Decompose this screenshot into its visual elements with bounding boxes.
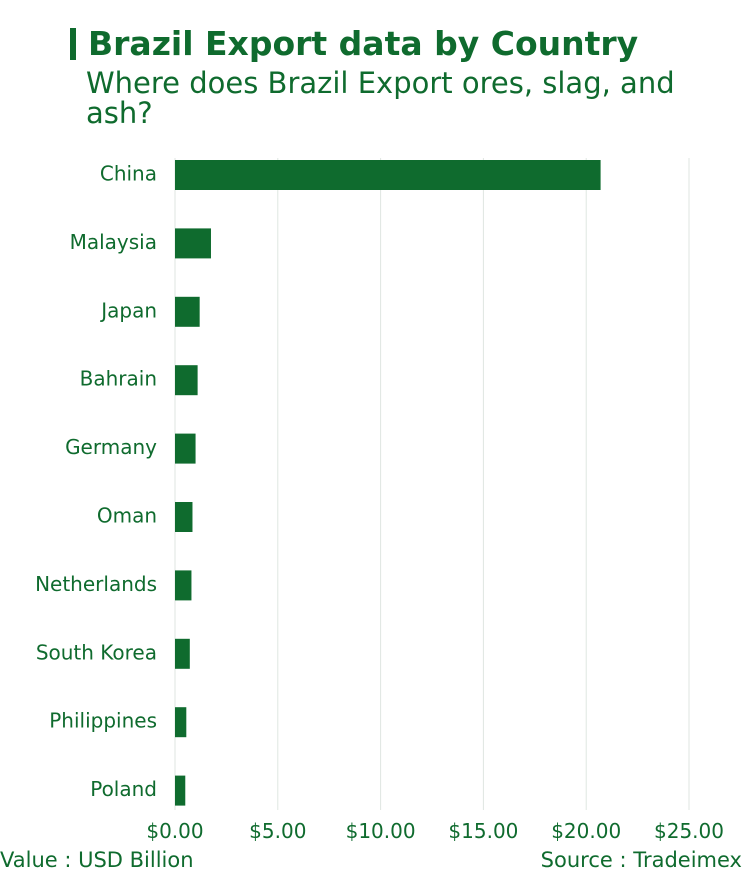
category-label: Bahrain [80, 367, 157, 391]
category-label: Poland [90, 777, 157, 801]
source-note: Source : Tradeimex [540, 848, 742, 872]
x-tick-label: $25.00 [654, 819, 724, 843]
category-label: South Korea [36, 640, 157, 664]
category-label: Germany [65, 435, 157, 459]
x-tick-label: $15.00 [448, 819, 518, 843]
bar [175, 160, 601, 190]
value-note: Value : USD Billion [0, 848, 194, 872]
chart-header: Brazil Export data by Country Where does… [70, 24, 740, 128]
bar [175, 775, 186, 806]
bar [175, 638, 190, 669]
category-label: Japan [99, 298, 157, 322]
bar [175, 502, 193, 532]
chart-title: Brazil Export data by Country [70, 24, 740, 64]
category-label: Philippines [49, 709, 157, 733]
category-label: China [100, 162, 157, 186]
bar [175, 433, 196, 464]
x-tick-label: $20.00 [551, 819, 621, 843]
category-label: Oman [97, 504, 157, 528]
chart-subtitle: Where does Brazil Export ores, slag, and… [86, 66, 675, 130]
title-accent-bar [70, 28, 76, 60]
x-tick-label: $0.00 [146, 819, 203, 843]
chart-title-text: Brazil Export data by Country [88, 24, 639, 63]
bar [175, 228, 211, 259]
bar [175, 570, 192, 601]
category-label: Netherlands [35, 572, 157, 596]
x-tick-label: $5.00 [249, 819, 306, 843]
x-tick-label: $10.00 [346, 819, 416, 843]
bar [175, 365, 198, 396]
bar [175, 296, 200, 327]
bar [175, 707, 187, 738]
category-label: Malaysia [70, 230, 157, 254]
